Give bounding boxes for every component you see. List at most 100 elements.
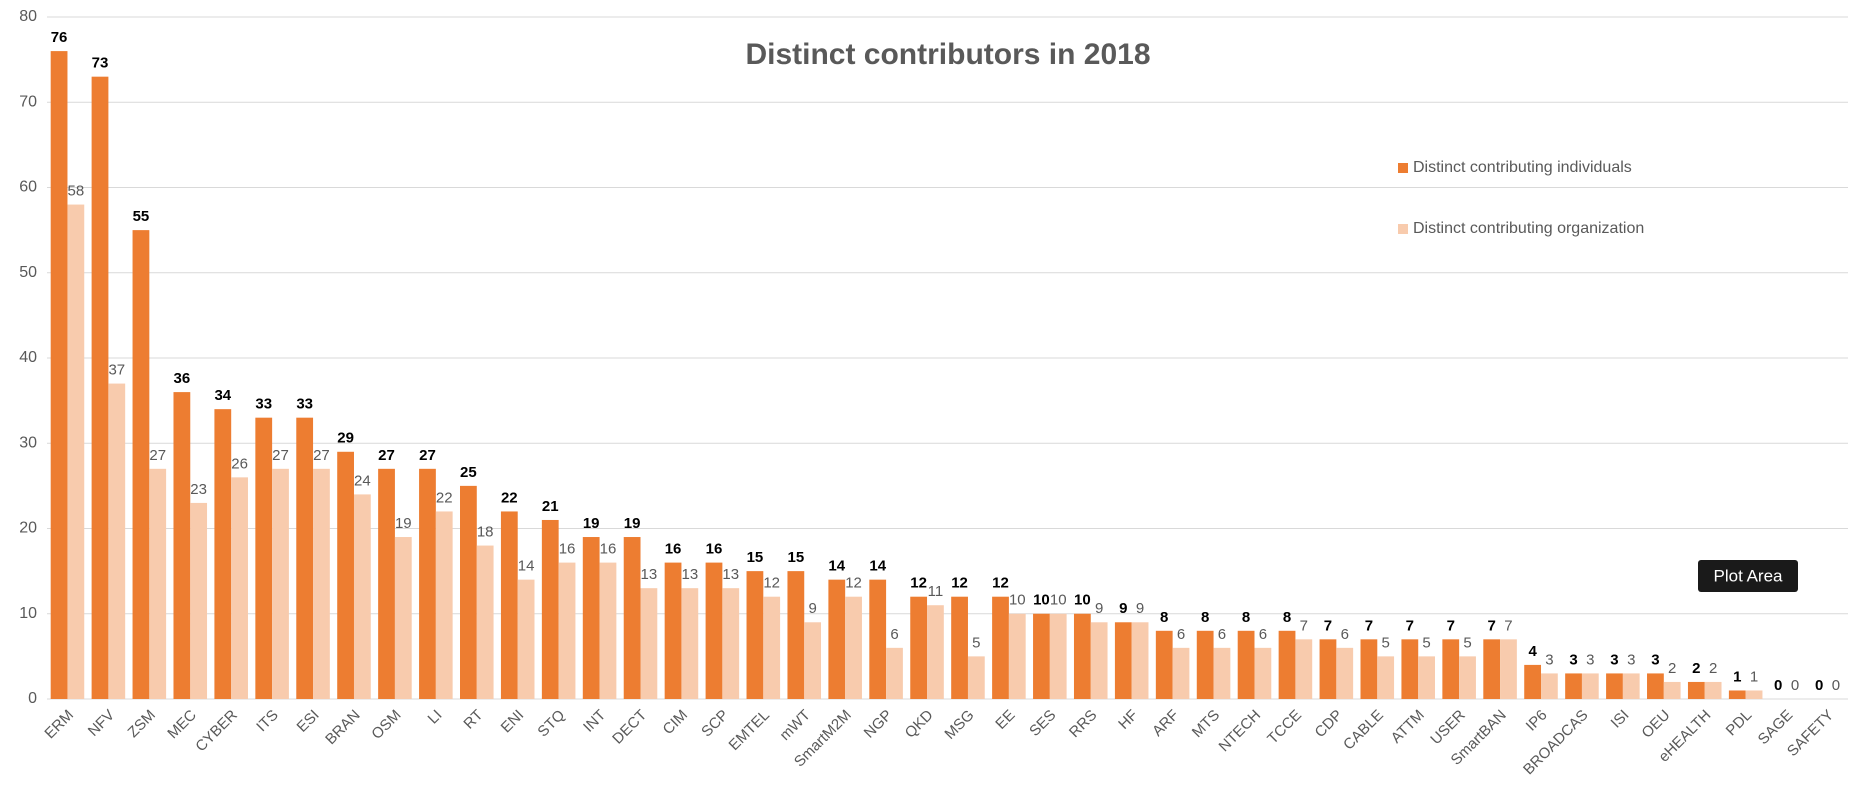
bar [746, 571, 764, 699]
y-tick-label: 80 [19, 8, 37, 25]
data-label: 12 [910, 575, 927, 592]
x-tick-label: MSG [941, 707, 977, 743]
data-label: 29 [337, 430, 354, 447]
bar [1196, 630, 1214, 699]
bar [664, 562, 682, 699]
y-tick-label: 70 [19, 93, 37, 110]
bar [50, 51, 68, 700]
data-label: 27 [378, 447, 395, 464]
data-label: 12 [845, 575, 862, 592]
data-label: 0 [1815, 677, 1823, 694]
bar [1073, 613, 1091, 699]
legend-swatch [1398, 224, 1408, 234]
data-label: 25 [460, 464, 477, 481]
bar [1319, 639, 1337, 699]
y-tick-label: 30 [19, 434, 37, 451]
x-tick-label: RT [460, 707, 486, 733]
legend-label: Distinct contributing organization [1413, 220, 1644, 237]
bar [1237, 630, 1255, 699]
bar [337, 451, 354, 699]
data-label: 13 [681, 566, 698, 583]
tooltip: Plot Area [1698, 560, 1798, 592]
bar [1442, 639, 1460, 699]
bar [149, 468, 167, 699]
y-tick-label: 60 [19, 179, 37, 196]
data-label: 8 [1283, 609, 1291, 626]
data-label: 0 [1791, 677, 1799, 694]
bar [517, 579, 535, 699]
data-label: 11 [928, 583, 944, 600]
bar [1647, 673, 1664, 699]
bar [1401, 639, 1419, 699]
data-label: 5 [1463, 634, 1471, 651]
data-label: 22 [436, 489, 453, 506]
bar [705, 562, 723, 699]
bar [255, 417, 273, 699]
data-label: 22 [501, 489, 518, 506]
data-label: 7 [1406, 617, 1414, 634]
y-tick-label: 10 [19, 605, 37, 622]
data-label: 21 [542, 498, 559, 515]
data-label: 16 [559, 541, 576, 558]
data-label: 27 [272, 447, 289, 464]
bar [1377, 656, 1395, 699]
bar [910, 596, 928, 699]
data-label: 12 [763, 575, 780, 592]
data-label: 37 [108, 362, 125, 379]
bar [460, 485, 477, 699]
data-label: 7 [1447, 617, 1455, 634]
data-label: 76 [51, 29, 68, 46]
x-tick-label: ERM [42, 707, 78, 743]
bar [886, 647, 903, 699]
bar [378, 468, 395, 699]
data-label: 27 [419, 447, 436, 464]
y-tick-label: 0 [28, 690, 37, 707]
bar [272, 468, 289, 699]
data-label: 23 [190, 481, 207, 498]
data-label: 14 [828, 558, 845, 575]
bar [91, 76, 109, 700]
data-label: 12 [992, 575, 1009, 592]
tooltip-text: Plot Area [1714, 566, 1784, 585]
bar [67, 204, 85, 700]
data-label: 2 [1668, 660, 1676, 677]
bar [681, 588, 699, 699]
x-tick-label: OEU [1638, 707, 1673, 742]
bar [1728, 690, 1746, 699]
bar [1033, 613, 1050, 699]
data-label: 16 [665, 541, 682, 558]
data-label: 3 [1651, 651, 1659, 668]
data-label: 33 [296, 396, 313, 413]
x-tick-label: ESI [294, 707, 323, 736]
bar [313, 468, 330, 699]
bar [476, 545, 494, 699]
data-label: 10 [1033, 592, 1050, 609]
x-tick-label: EE [992, 707, 1018, 733]
data-label: 9 [1119, 600, 1127, 617]
bar [214, 409, 232, 699]
x-tick-label: ARF [1149, 707, 1182, 740]
x-tick-label: CDP [1312, 707, 1346, 741]
data-label: 8 [1160, 609, 1168, 626]
bar [1155, 630, 1173, 699]
data-label: 7 [1488, 617, 1496, 634]
x-tick-label: CIM [660, 707, 691, 738]
bar [558, 562, 576, 699]
data-label: 58 [68, 183, 85, 200]
x-tick-label: INT [580, 707, 609, 736]
bar [1254, 647, 1272, 699]
data-label: 15 [788, 549, 805, 566]
y-tick-label: 20 [19, 520, 37, 537]
data-label: 33 [255, 396, 272, 413]
bar [1459, 656, 1476, 699]
data-label: 7 [1365, 617, 1373, 634]
data-label: 16 [706, 541, 723, 558]
data-label: 13 [641, 566, 658, 583]
bar [1090, 622, 1108, 699]
data-label: 3 [1627, 651, 1635, 668]
data-label: 3 [1569, 651, 1577, 668]
bar [1704, 681, 1722, 699]
data-label: 5 [1382, 634, 1390, 651]
data-label: 2 [1692, 660, 1700, 677]
bar [1336, 647, 1354, 699]
